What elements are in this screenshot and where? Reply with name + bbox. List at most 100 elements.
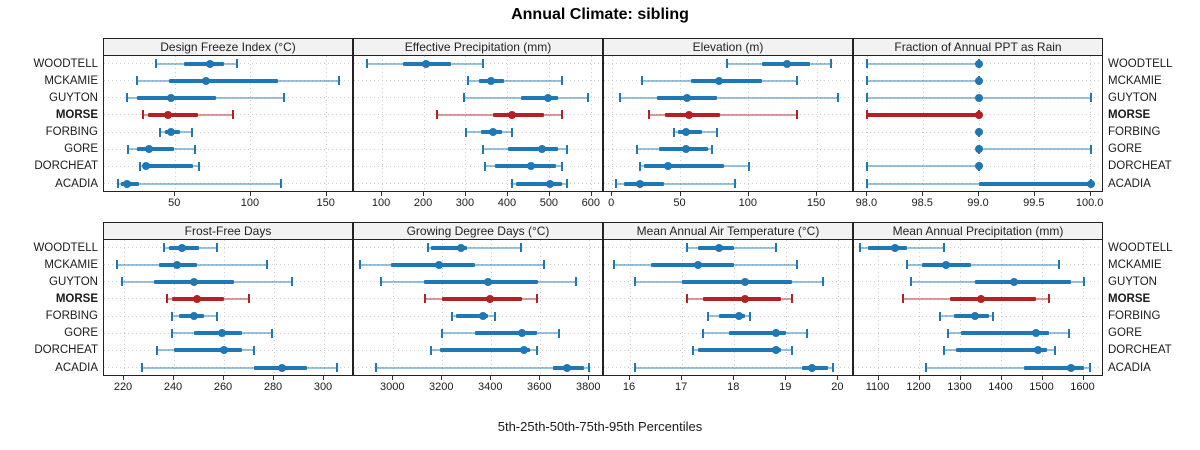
whisker-cap xyxy=(836,93,839,103)
gridline-h xyxy=(354,367,602,368)
panel: Fraction of Annual PPT as Rain 98.0 98.5 99… xyxy=(853,38,1103,212)
tick-label: 300 xyxy=(455,197,475,209)
whisker-cap xyxy=(866,76,869,86)
gridline-h xyxy=(104,165,352,167)
median-dot xyxy=(163,110,172,119)
interquartile-bar xyxy=(665,112,721,117)
tick-label: 50 xyxy=(168,197,181,209)
plot-area xyxy=(353,240,603,376)
site-label-right: DORCHEAT xyxy=(1108,344,1172,357)
tick-label: 300 xyxy=(313,381,333,393)
interquartile-bar xyxy=(174,348,242,353)
interquartile-bar xyxy=(643,164,725,169)
gridline-v xyxy=(922,56,924,191)
tick-label: 3400 xyxy=(478,381,503,393)
tick-label: 19 xyxy=(779,381,792,393)
whisker-cap xyxy=(634,277,637,287)
site-label-left: GUYTON xyxy=(49,91,98,104)
left-site-labels: WOODTELL MCKAMIE GUYTON MORSE FORBING GORE DOR… xyxy=(0,38,98,213)
whisker-5-95 xyxy=(867,79,979,82)
whisker-cap xyxy=(1089,93,1092,103)
whisker-cap xyxy=(511,127,514,137)
median-dot xyxy=(975,162,983,171)
interquartile-bar xyxy=(169,78,279,83)
gridline-h xyxy=(604,332,852,334)
site-label-left: MCKAMIE xyxy=(44,258,98,271)
tick-label: 1300 xyxy=(947,381,972,393)
whisker-cap xyxy=(198,161,201,171)
axis-tick-mark xyxy=(381,192,383,196)
site-label-left: ACADIA xyxy=(55,177,98,190)
gridline-h xyxy=(104,247,352,248)
interquartile-bar xyxy=(495,164,557,169)
axis-tick-mark xyxy=(681,376,683,380)
whisker-cap xyxy=(451,311,454,321)
interquartile-bar xyxy=(974,279,1072,284)
interquartile-bar xyxy=(650,262,735,267)
median-dot xyxy=(975,93,983,102)
tick-label: 200 xyxy=(413,197,433,209)
tick-label: 3000 xyxy=(379,381,405,393)
median-dot xyxy=(166,93,175,102)
whisker-cap xyxy=(280,179,283,188)
median-dot xyxy=(145,145,154,154)
gridline-v xyxy=(423,56,425,191)
strip-label: Elevation (m) xyxy=(692,40,764,54)
whisker-cap xyxy=(120,277,123,287)
gridline-h xyxy=(104,183,352,184)
whisker-cap xyxy=(586,93,589,103)
site-label-right: ACADIA xyxy=(1108,361,1151,374)
median-dot xyxy=(172,260,181,269)
whisker-cap xyxy=(701,328,704,338)
interquartile-bar xyxy=(1024,365,1084,370)
whisker-cap xyxy=(641,76,644,86)
gridline-h xyxy=(354,80,602,82)
gridline-v xyxy=(273,240,275,375)
whisker-cap xyxy=(943,243,946,252)
gridline-h xyxy=(354,131,602,133)
whisker-cap xyxy=(691,345,694,355)
whisker-cap xyxy=(747,161,750,171)
site-label-left: GORE xyxy=(64,143,98,156)
median-dot xyxy=(520,346,529,355)
right-site-labels: WOODTELL MCKAMIE GUYTON MORSE FORBING GORE DOR… xyxy=(1108,222,1200,397)
whisker-cap xyxy=(142,110,145,120)
axis-tick-mark xyxy=(423,192,425,196)
whisker-cap xyxy=(170,328,173,338)
gridline-h xyxy=(104,97,352,99)
axis-tick-mark xyxy=(588,376,590,380)
whisker-cap xyxy=(1053,345,1056,355)
whisker-cap xyxy=(795,260,798,270)
tick-label: 1100 xyxy=(865,381,890,393)
whisker-cap xyxy=(236,59,239,68)
tick-label: 99.0 xyxy=(967,197,989,209)
gridline-v xyxy=(816,56,818,191)
median-dot xyxy=(1032,329,1041,338)
whisker-cap xyxy=(155,345,158,355)
whisker-cap xyxy=(441,328,444,338)
gridline-h xyxy=(354,63,602,64)
median-dot xyxy=(975,128,983,137)
axis-tick-mark xyxy=(1041,376,1043,380)
whisker-5-95 xyxy=(141,366,337,369)
median-dot xyxy=(206,59,215,68)
median-dot xyxy=(977,294,986,303)
tick-label: 17 xyxy=(675,381,688,393)
median-dot xyxy=(486,294,495,303)
whisker-cap xyxy=(115,260,118,270)
x-axis: 0 50 100 150 xyxy=(603,192,853,212)
gridline-v xyxy=(837,240,839,375)
interquartile-bar xyxy=(184,61,224,66)
median-dot xyxy=(277,363,286,372)
panel-strip: Effective Precipitation (mm) xyxy=(353,38,603,56)
tick-label: 280 xyxy=(263,381,283,393)
interquartile-bar xyxy=(729,331,787,336)
interquartile-bar xyxy=(950,296,1037,301)
tick-label: 20 xyxy=(831,381,844,393)
whisker-cap xyxy=(619,93,622,103)
gridline-h xyxy=(354,114,602,116)
gridline-h xyxy=(854,247,1102,248)
axis-tick-mark xyxy=(464,192,466,196)
gridline-h xyxy=(104,298,352,300)
axis-tick-mark xyxy=(273,376,274,380)
